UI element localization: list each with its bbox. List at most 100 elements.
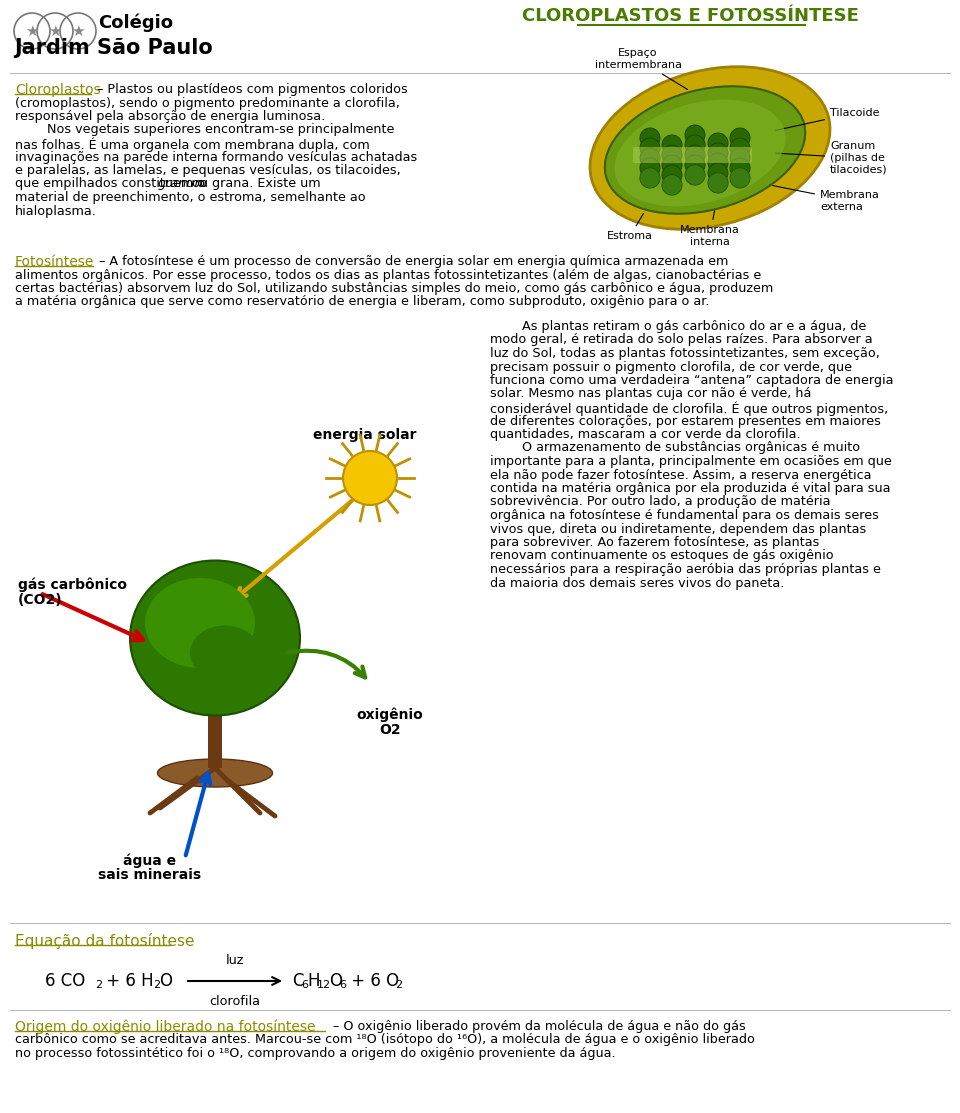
Text: da maioria dos demais seres vivos do paneta.: da maioria dos demais seres vivos do pan… xyxy=(490,577,784,590)
Text: Espaço
intermembrana: Espaço intermembrana xyxy=(594,48,687,89)
Text: invaginações na parede interna formando vesículas achatadas: invaginações na parede interna formando … xyxy=(15,150,418,164)
Text: necessários para a respiração aeróbia das próprias plantas e: necessários para a respiração aeróbia da… xyxy=(490,563,881,577)
Text: luz do Sol, todas as plantas fotossintetizantes, sem exceção,: luz do Sol, todas as plantas fotossintet… xyxy=(490,347,880,359)
Circle shape xyxy=(640,168,660,188)
Circle shape xyxy=(708,173,728,193)
Ellipse shape xyxy=(145,578,255,668)
Circle shape xyxy=(662,135,682,155)
Circle shape xyxy=(708,142,728,162)
Text: ★: ★ xyxy=(71,23,84,39)
Ellipse shape xyxy=(614,100,785,206)
Text: + 6 O: + 6 O xyxy=(346,972,399,989)
Bar xyxy=(208,658,222,768)
Circle shape xyxy=(685,165,705,185)
Circle shape xyxy=(640,128,660,148)
Circle shape xyxy=(730,168,750,188)
Text: hialoplasma.: hialoplasma. xyxy=(15,205,97,217)
Text: material de preenchimento, o estroma, semelhante ao: material de preenchimento, o estroma, se… xyxy=(15,191,366,204)
Circle shape xyxy=(343,451,397,505)
Text: energia solar: energia solar xyxy=(313,429,417,442)
Text: Origem do oxigênio liberado na fotosíntese: Origem do oxigênio liberado na fotosínte… xyxy=(15,1020,316,1034)
Text: para sobreviver. Ao fazerem fotosíntese, as plantas: para sobreviver. Ao fazerem fotosíntese,… xyxy=(490,536,820,549)
Text: Colégio: Colégio xyxy=(98,13,173,32)
Text: oxigênio: oxigênio xyxy=(356,708,423,722)
Circle shape xyxy=(685,145,705,165)
Text: Tilacoide: Tilacoide xyxy=(776,108,879,130)
Text: Nos vegetais superiores encontram-se principalmente: Nos vegetais superiores encontram-se pri… xyxy=(15,124,395,137)
Text: O: O xyxy=(159,972,172,989)
FancyBboxPatch shape xyxy=(633,147,752,162)
Circle shape xyxy=(708,132,728,152)
Text: ela não pode fazer fotosíntese. Assim, a reserva energética: ela não pode fazer fotosíntese. Assim, a… xyxy=(490,469,872,482)
Circle shape xyxy=(640,148,660,168)
Text: (CO2): (CO2) xyxy=(18,593,62,607)
Text: – A fotosíntese é um processo de conversão de energia solar em energia química a: – A fotosíntese é um processo de convers… xyxy=(95,255,729,268)
Text: orgânica na fotosíntese é fundamental para os demais seres: orgânica na fotosíntese é fundamental pa… xyxy=(490,509,878,522)
Text: sais minerais: sais minerais xyxy=(99,868,202,881)
Text: As plantas retiram o gás carbônico do ar e a água, de: As plantas retiram o gás carbônico do ar… xyxy=(490,321,866,333)
Text: sobrevivência. Por outro lado, a produção de matéria: sobrevivência. Por outro lado, a produçã… xyxy=(490,495,830,509)
Text: Granum
(pilhas de
tilacoides): Granum (pilhas de tilacoides) xyxy=(776,141,888,175)
Circle shape xyxy=(685,135,705,155)
Text: Jardim São Paulo: Jardim São Paulo xyxy=(14,38,213,58)
Text: responsável pela absorção de energia luminosa.: responsável pela absorção de energia lum… xyxy=(15,110,325,124)
Text: gás carbônico: gás carbônico xyxy=(18,578,127,592)
Text: granum: granum xyxy=(157,177,207,190)
Ellipse shape xyxy=(130,561,300,716)
Circle shape xyxy=(662,165,682,185)
Text: + 6 H: + 6 H xyxy=(101,972,154,989)
Circle shape xyxy=(640,138,660,158)
Text: H: H xyxy=(307,972,320,989)
Circle shape xyxy=(640,168,660,188)
Text: precisam possuir o pigmento clorofila, de cor verde, que: precisam possuir o pigmento clorofila, d… xyxy=(490,361,852,374)
Circle shape xyxy=(730,148,750,168)
Circle shape xyxy=(708,173,728,193)
Text: 2: 2 xyxy=(395,981,402,989)
Text: 6: 6 xyxy=(339,981,346,989)
Text: 12: 12 xyxy=(317,981,331,989)
Text: quantidades, mascaram a cor verde da clorofila.: quantidades, mascaram a cor verde da clo… xyxy=(490,429,801,441)
Text: funciona como uma verdadeira “antena” captadora de energia: funciona como uma verdadeira “antena” ca… xyxy=(490,374,894,387)
Text: água e: água e xyxy=(124,853,177,867)
Text: ou grana. Existe um: ou grana. Existe um xyxy=(188,177,321,190)
Circle shape xyxy=(730,138,750,158)
Text: Membrana
interna: Membrana interna xyxy=(680,210,740,247)
Text: 6: 6 xyxy=(301,981,308,989)
Circle shape xyxy=(685,125,705,145)
Text: clorofila: clorofila xyxy=(209,995,260,1008)
Circle shape xyxy=(708,162,728,183)
Circle shape xyxy=(685,155,705,175)
Ellipse shape xyxy=(590,67,830,229)
Text: Membrana
externa: Membrana externa xyxy=(773,186,880,211)
Text: ★: ★ xyxy=(48,23,61,39)
Text: que empilhados constituem o: que empilhados constituem o xyxy=(15,177,209,190)
Circle shape xyxy=(662,155,682,175)
Text: C: C xyxy=(292,972,303,989)
Text: Cloroplastos: Cloroplastos xyxy=(15,83,101,97)
Circle shape xyxy=(730,128,750,148)
Text: solar. Mesmo nas plantas cuja cor não é verde, há: solar. Mesmo nas plantas cuja cor não é … xyxy=(490,387,811,401)
Text: de diferentes colorações, por estarem presentes em maiores: de diferentes colorações, por estarem pr… xyxy=(490,414,881,427)
Circle shape xyxy=(662,175,682,195)
Text: alimentos orgânicos. Por esse processo, todos os dias as plantas fotossintetizan: alimentos orgânicos. Por esse processo, … xyxy=(15,268,761,282)
Text: a matéria orgânica que serve como reservatório de energia e liberam, como subpro: a matéria orgânica que serve como reserv… xyxy=(15,295,709,308)
Text: nas folhas. É uma organela com membrana dupla, com: nas folhas. É uma organela com membrana … xyxy=(15,137,370,151)
Text: Equação da fotosíntese: Equação da fotosíntese xyxy=(15,933,195,949)
Text: Fotosíntese: Fotosíntese xyxy=(15,255,94,269)
Text: modo geral, é retirada do solo pelas raízes. Para absorver a: modo geral, é retirada do solo pelas raí… xyxy=(490,334,873,346)
Text: vivos que, direta ou indiretamente, dependem das plantas: vivos que, direta ou indiretamente, depe… xyxy=(490,522,866,535)
Text: certas bactérias) absorvem luz do Sol, utilizando substâncias simples do meio, c: certas bactérias) absorvem luz do Sol, u… xyxy=(15,282,773,295)
Circle shape xyxy=(662,145,682,165)
Circle shape xyxy=(708,152,728,173)
Circle shape xyxy=(685,165,705,185)
Circle shape xyxy=(730,168,750,188)
Text: ★: ★ xyxy=(25,23,38,39)
Text: O: O xyxy=(329,972,342,989)
Circle shape xyxy=(640,158,660,178)
Text: carbônico como se acreditava antes. Marcou-se com ¹⁸O (isótopo do ¹⁶O), a molécu: carbônico como se acreditava antes. Marc… xyxy=(15,1034,755,1046)
Text: e paralelas, as lamelas, e pequenas vesículas, os tilacoides,: e paralelas, as lamelas, e pequenas vesí… xyxy=(15,164,400,177)
Text: 2: 2 xyxy=(95,981,102,989)
Ellipse shape xyxy=(605,87,805,214)
Text: CLOROPLASTOS E FOTOSSÍNTESE: CLOROPLASTOS E FOTOSSÍNTESE xyxy=(521,7,858,24)
Circle shape xyxy=(662,175,682,195)
